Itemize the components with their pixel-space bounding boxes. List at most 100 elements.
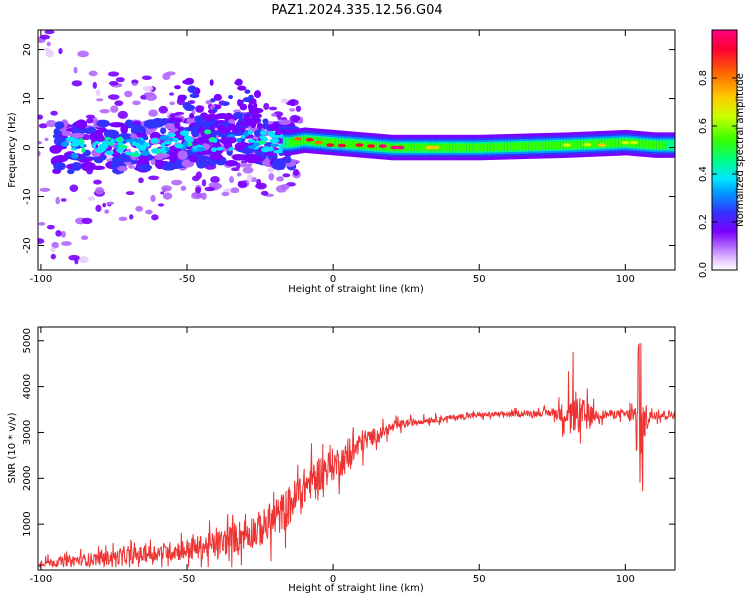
spectral-band <box>487 143 491 151</box>
spectral-band <box>545 142 550 150</box>
spectral-blob <box>137 154 149 162</box>
spectral-blob <box>123 90 133 98</box>
spectral-blob <box>227 123 237 131</box>
spectral-band <box>642 140 646 148</box>
spectral-core <box>247 139 256 143</box>
spectral-blob <box>148 175 160 181</box>
spectral-blob <box>180 185 187 191</box>
spectral-peak <box>425 145 434 150</box>
spectral-blob <box>39 34 51 40</box>
spectral-band <box>653 141 658 149</box>
spectrogram-y-axis-label: Frequency (Hz) <box>7 112 18 188</box>
snr-line <box>38 342 675 569</box>
x-tick-label: 0 <box>330 574 336 585</box>
spectral-blob <box>234 80 243 85</box>
spectral-blob <box>114 100 124 107</box>
spectral-band <box>300 137 304 145</box>
spectral-blob <box>38 150 41 157</box>
spectral-peak <box>431 145 440 150</box>
spectral-band <box>496 143 500 151</box>
spectral-core <box>183 135 192 141</box>
spectral-blob <box>162 192 173 200</box>
spectral-blob <box>236 172 242 177</box>
spectral-blob <box>215 104 222 110</box>
spectral-core <box>168 137 174 142</box>
spectral-blob <box>142 85 154 92</box>
spectral-band <box>577 140 582 149</box>
spectral-blob <box>280 98 289 104</box>
spectral-band <box>502 143 506 151</box>
spectral-peak <box>378 144 387 148</box>
spectral-blob <box>96 119 110 128</box>
spectral-band <box>385 143 389 151</box>
spectral-blob <box>38 222 46 226</box>
spectral-blob <box>77 50 89 58</box>
spectral-blob <box>232 111 244 119</box>
spectral-blob <box>60 198 67 202</box>
spectral-blob <box>141 75 152 80</box>
spectral-band <box>481 143 485 152</box>
spectral-band <box>461 143 465 152</box>
spectral-core <box>150 138 159 144</box>
snr-x-axis-label: Height of straight line (km) <box>288 583 424 594</box>
spectral-core <box>114 144 119 149</box>
spectral-blob <box>78 256 89 264</box>
y-tick-label: 0 <box>22 144 33 150</box>
spectral-blob <box>138 177 144 184</box>
spectral-blob <box>38 123 48 129</box>
spectral-core <box>271 134 282 139</box>
spectral-blob <box>275 185 288 193</box>
x-tick-label: 0 <box>330 274 336 285</box>
colorbar-tick-label: 0.8 <box>698 70 709 86</box>
spectral-band <box>493 143 497 151</box>
spectral-band <box>472 143 476 152</box>
spectral-peak <box>597 143 606 147</box>
spectral-blob <box>195 119 206 127</box>
x-tick-label: 100 <box>616 574 635 585</box>
colorbar-tick-label: 0.2 <box>698 214 709 230</box>
spectral-blob <box>230 167 240 172</box>
spectral-blob <box>278 119 291 125</box>
spectral-band <box>338 139 342 147</box>
spectral-blob <box>191 192 203 200</box>
spectral-blob <box>292 168 300 176</box>
spectral-blob <box>61 241 72 246</box>
spectral-blob <box>143 92 156 97</box>
spectral-band <box>639 140 643 148</box>
spectral-core <box>167 132 176 138</box>
spectral-blob <box>132 123 146 132</box>
spectral-blob <box>261 122 270 130</box>
spectral-blob <box>209 79 214 86</box>
spectral-band <box>420 143 424 152</box>
colorbar-frame <box>711 29 738 271</box>
spectral-blob <box>69 184 79 192</box>
spectral-blob <box>50 110 58 116</box>
spectral-blob <box>104 209 110 214</box>
spectral-blob <box>96 98 104 102</box>
y-tick-label: 5000 <box>22 328 33 353</box>
spectral-blob <box>201 179 207 187</box>
spectral-band <box>303 136 307 144</box>
spectral-blob <box>87 196 96 201</box>
spectral-blob <box>237 85 247 91</box>
spectral-core <box>70 147 78 151</box>
spectral-blob <box>55 196 61 205</box>
snr-line-series <box>38 342 675 569</box>
spectral-blob <box>80 235 89 241</box>
spectral-core <box>101 140 110 146</box>
spectral-blob <box>110 160 121 170</box>
spectrogram-heatmap <box>38 30 675 265</box>
spectral-peak <box>326 143 335 147</box>
spectral-blob <box>160 191 165 195</box>
spectral-blob <box>292 117 300 122</box>
spectral-blob <box>125 191 135 196</box>
spectral-blob <box>44 30 55 35</box>
spectral-blob <box>107 71 120 77</box>
spectral-band <box>291 138 295 146</box>
spectral-blob <box>271 121 279 131</box>
spectral-blob <box>284 155 292 164</box>
spectral-core <box>70 142 80 147</box>
spectral-peak <box>355 143 364 147</box>
spectral-peak <box>630 140 639 145</box>
spectral-blob <box>169 154 177 163</box>
